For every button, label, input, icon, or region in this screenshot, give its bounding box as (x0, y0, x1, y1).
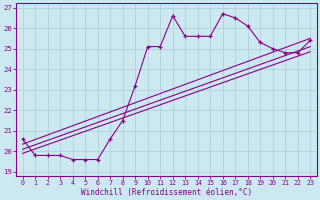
X-axis label: Windchill (Refroidissement éolien,°C): Windchill (Refroidissement éolien,°C) (81, 188, 252, 197)
